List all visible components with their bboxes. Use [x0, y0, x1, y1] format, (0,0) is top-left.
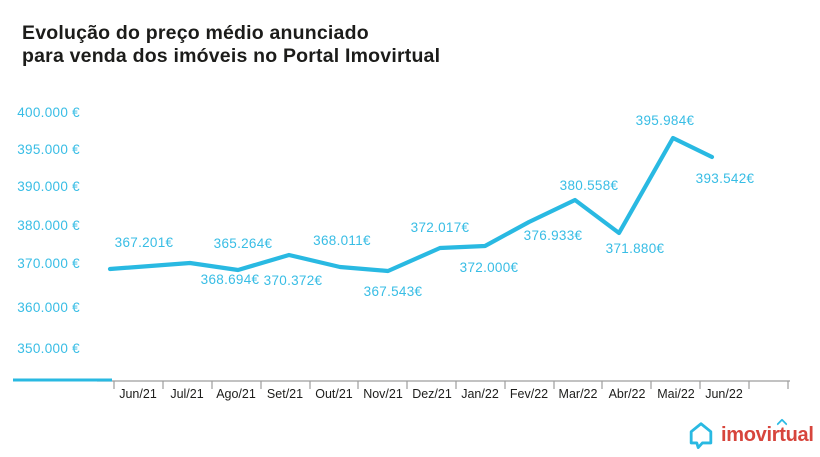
- x-axis-label: Jul/21: [170, 387, 204, 401]
- page-title-line-1: Evolução do preço médio anunciado: [22, 22, 369, 44]
- x-axis-label: Out/21: [315, 387, 353, 401]
- x-axis-label: Mai/22: [657, 387, 695, 401]
- data-label: 371.880€: [605, 241, 665, 256]
- data-label: 370.372€: [263, 273, 323, 288]
- x-axis-tick-marks: [113, 381, 789, 389]
- x-axis-label: Jun/21: [119, 387, 157, 401]
- data-label: 380.558€: [559, 178, 619, 193]
- data-label: 372.017€: [410, 220, 470, 235]
- x-axis-label: Nov/21: [363, 387, 403, 401]
- y-axis-label: 395.000 €: [17, 142, 80, 157]
- price-line-chart: [13, 135, 790, 389]
- y-axis-label: 400.000 €: [17, 105, 80, 120]
- data-label: 393.542€: [695, 171, 755, 186]
- y-axis-label: 380.000 €: [17, 218, 80, 233]
- x-axis-label: Jan/22: [461, 387, 499, 401]
- y-axis-label: 370.000 €: [17, 256, 80, 271]
- house-icon: [689, 422, 713, 449]
- y-axis-label: 390.000 €: [17, 179, 80, 194]
- x-axis-label: Jun/22: [705, 387, 743, 401]
- page-title: Evolução do preço médio anunciado para v…: [22, 22, 440, 68]
- x-axis-label: Abr/22: [608, 387, 646, 401]
- logo-wordmark: imovir tual: [721, 418, 814, 447]
- data-label: 372.000€: [459, 260, 519, 275]
- x-axis-label: Set/21: [266, 387, 304, 401]
- page-title-line-2: para venda dos imóveis no Portal Imovirt…: [22, 45, 441, 67]
- data-label: 368.011€: [313, 233, 371, 248]
- y-axis-label: 350.000 €: [17, 341, 80, 356]
- data-label: 368.694€: [200, 272, 260, 287]
- imovirtual-logo: imovir tual: [686, 418, 814, 449]
- logo-letter-t: t: [776, 418, 788, 447]
- logo-text: t: [779, 424, 786, 446]
- x-axis-label: Mar/22: [558, 387, 598, 401]
- data-label: 367.201€: [114, 235, 174, 250]
- logo-text: ual: [785, 424, 814, 446]
- y-axis-label: 360.000 €: [17, 300, 80, 315]
- data-label: 365.264€: [213, 236, 273, 251]
- data-label: 395.984€: [635, 113, 695, 128]
- data-label: 367.543€: [363, 284, 423, 299]
- price-series-line: [107, 135, 715, 274]
- logo-text: imovir: [721, 424, 780, 446]
- data-label: 376.933€: [523, 228, 583, 243]
- x-axis-label: Ago/21: [216, 387, 256, 401]
- x-axis-label: Dez/21: [412, 387, 452, 401]
- x-axis-label: Fev/22: [509, 387, 549, 401]
